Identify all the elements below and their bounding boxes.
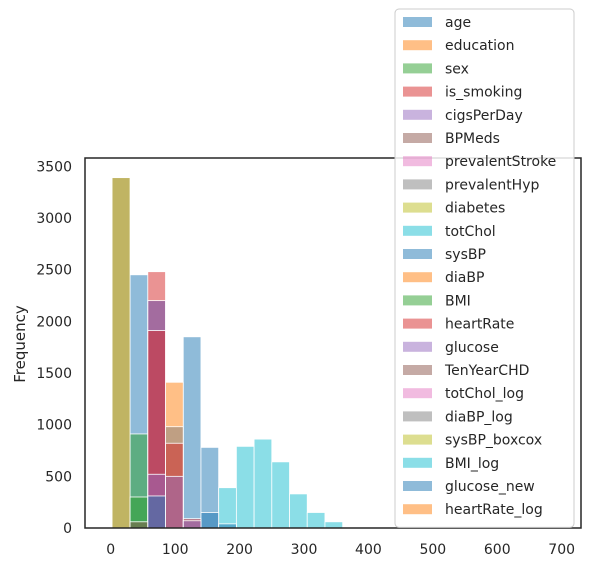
bar-totChol-5 [306, 512, 326, 529]
bar-totChol-2 [253, 438, 273, 529]
legend-swatch [403, 40, 432, 51]
legend-label: age [445, 15, 471, 31]
legend-swatch [403, 434, 432, 445]
x-tick-label: 100 [162, 542, 189, 558]
legend-swatch [403, 17, 432, 27]
legend-swatch [403, 133, 432, 143]
legend-swatch [403, 156, 432, 167]
x-tick-label: 0 [106, 542, 115, 558]
bar-TenYearCHD-0 [129, 521, 149, 529]
legend-label: totChol_log [445, 386, 524, 402]
legend-box [394, 8, 575, 528]
y-tick-label: 3500 [36, 159, 72, 175]
x-tick-label: 300 [291, 542, 318, 558]
bar-glucose_new-0 [147, 495, 166, 529]
legend-label: glucose [445, 340, 499, 356]
legend-swatch [403, 411, 432, 422]
legend-swatch [403, 109, 432, 120]
legend-label: heartRate_log [445, 502, 543, 518]
bar-glucose-2 [182, 520, 202, 529]
plot-frame [84, 157, 582, 529]
legend-label: sysBP [445, 247, 486, 263]
legend-swatch [403, 249, 432, 259]
bar-totChol-4 [289, 493, 308, 529]
y-tick-label: 2000 [36, 314, 72, 330]
bar-totChol-3 [271, 461, 290, 529]
legend-label: diabetes [445, 201, 505, 217]
legend-swatch [403, 202, 432, 213]
bar-totChol-1 [235, 445, 255, 529]
legend-label: prevalentStroke [445, 154, 556, 170]
legend-label: heartRate [445, 317, 514, 333]
bar-sysBP-0 [200, 512, 220, 529]
legend-swatch [403, 388, 432, 399]
y-tick-label: 0 [63, 521, 72, 537]
legend-label: TenYearCHD [444, 363, 529, 379]
legend-label: BMI [445, 293, 471, 309]
legend-label: BMI_log [445, 456, 499, 472]
bars-layer [111, 177, 344, 529]
legend-label: prevalentHyp [445, 177, 539, 193]
legend-label: sex [445, 61, 469, 77]
legend-swatch [403, 179, 432, 190]
legend-label: BPMeds [445, 131, 500, 147]
x-ticks: 0 100 200 300 400 500 600 700 [106, 542, 575, 558]
legend-swatch [403, 86, 432, 97]
bar-diabetes-0 [111, 177, 131, 529]
legend-label: is_smoking [445, 85, 522, 101]
legend-swatch [403, 272, 432, 283]
x-tick-label: 500 [419, 542, 446, 558]
legend-label: sysBP_boxcox [445, 433, 542, 449]
legend-swatch [403, 365, 432, 375]
y-tick-label: 3000 [36, 211, 72, 227]
legend-swatch [403, 504, 432, 515]
x-tick-label: 200 [226, 542, 253, 558]
legend-label: totChol [445, 224, 496, 240]
legend-swatch [403, 481, 432, 491]
legend-label: diaBP [445, 270, 484, 286]
legend-swatch [403, 295, 432, 306]
legend-swatch [403, 341, 432, 352]
bar-totChol-0 [218, 487, 237, 529]
legend-swatch [403, 318, 432, 329]
y-axis-label: Frequency [11, 305, 29, 383]
y-tick-label: 500 [45, 469, 72, 485]
x-tick-label: 400 [355, 542, 382, 558]
legend-swatch [403, 225, 432, 236]
y-ticks: 0 500 1000 1500 2000 2500 3000 3500 [36, 159, 72, 537]
bar-totChol-6 [324, 521, 344, 529]
bar-age-3 [182, 336, 202, 529]
y-tick-label: 1500 [36, 366, 72, 382]
legend: age education sex is_smoking cigsPerDay BPMed… [394, 8, 575, 528]
legend-label: cigsPerDay [445, 108, 523, 124]
bar-glucose-1 [165, 475, 184, 529]
legend-label: glucose_new [445, 479, 535, 495]
x-tick-label: 700 [548, 542, 575, 558]
legend-swatch [403, 457, 432, 468]
x-tick-label: 600 [484, 542, 511, 558]
y-tick-label: 2500 [36, 263, 72, 279]
legend-label: education [445, 38, 514, 54]
legend-label: diaBP_log [445, 409, 513, 425]
y-tick-label: 1000 [36, 418, 72, 434]
legend-swatch [403, 63, 432, 74]
